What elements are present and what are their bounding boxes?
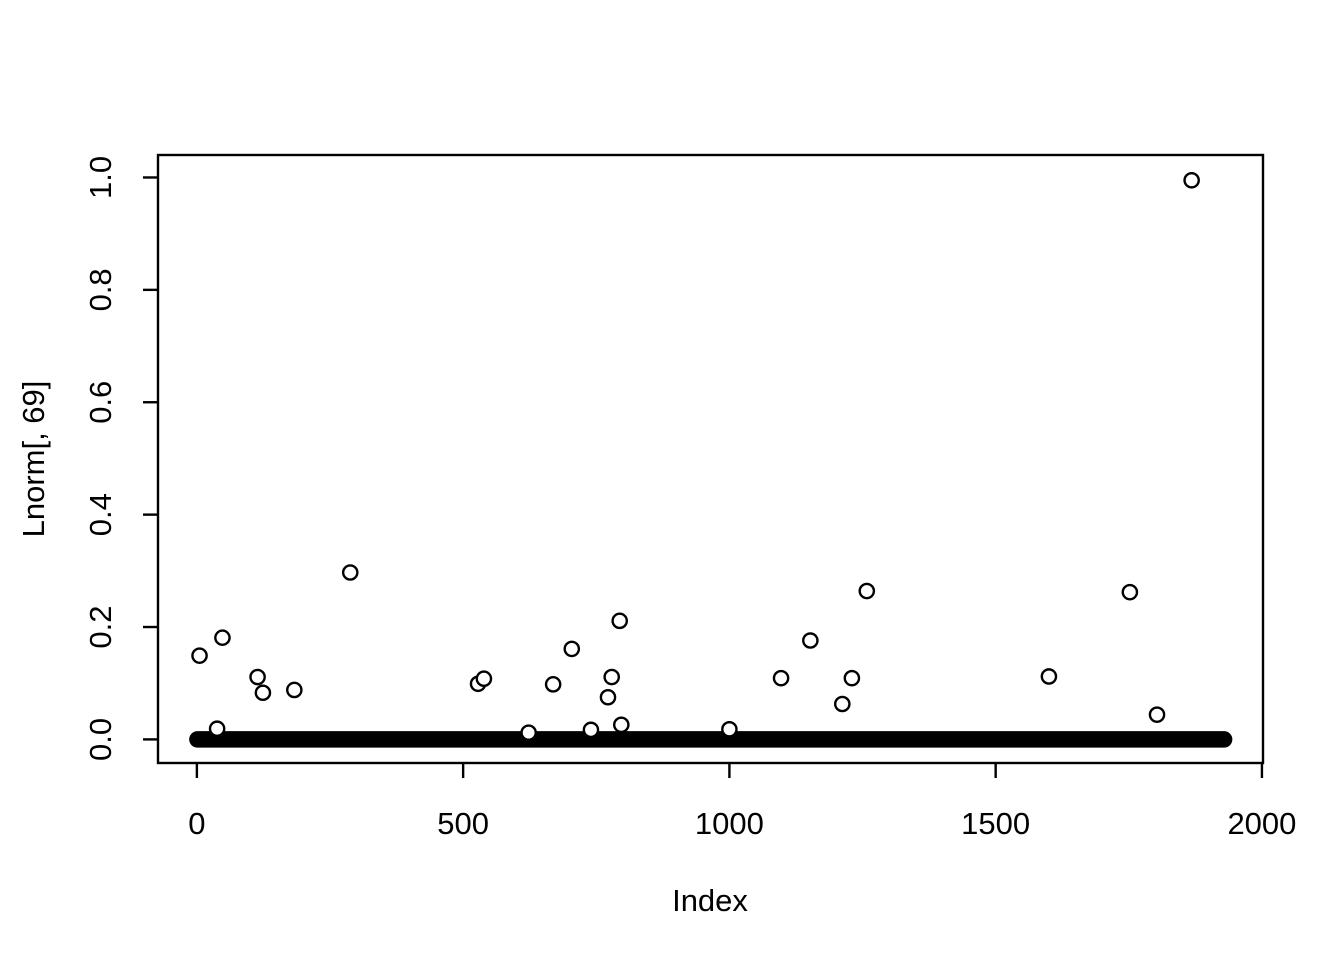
data-point [208,720,226,738]
x-axis-label: Index [672,883,748,918]
x-axis-tick-label: 1500 [961,806,1030,841]
data-point [582,721,600,739]
y-axis-label: Lnorm[, 69] [16,381,51,538]
data-point [1148,706,1166,723]
y-axis-tick-label: 0.0 [83,718,118,761]
x-axis-tick-label: 500 [437,806,489,841]
data-point [721,720,738,738]
y-axis-tick-label: 0.4 [83,493,118,536]
data-point [254,684,272,702]
data-point [599,688,617,706]
plot-box [156,153,1265,765]
y-axis-tick-label: 0.6 [83,381,118,424]
data-point [772,669,790,687]
data-point [544,676,562,693]
y-axis-tick-label: 0.2 [83,605,118,648]
data-point [475,670,493,688]
data-point [843,669,861,687]
data-point [858,582,876,600]
data-point [1121,583,1139,601]
data-point [520,724,537,741]
data-point [341,564,359,581]
x-axis-tick-label: 2000 [1227,806,1296,841]
data-point [563,640,581,658]
data-point [1040,668,1058,685]
data-point [603,668,621,686]
x-axis-tick-label: 1000 [695,806,764,841]
y-axis-tick-label: 1.0 [83,156,118,199]
x-axis-tick-label: 0 [188,806,205,841]
data-point [611,612,629,630]
data-point [802,632,819,649]
data-point [214,629,231,646]
data-point [249,668,266,686]
data-point [286,681,303,699]
y-axis-tick-label: 0.8 [83,268,118,311]
data-point [834,695,851,713]
data-point [613,716,630,734]
data-point [1183,171,1200,189]
data-point [191,647,208,664]
